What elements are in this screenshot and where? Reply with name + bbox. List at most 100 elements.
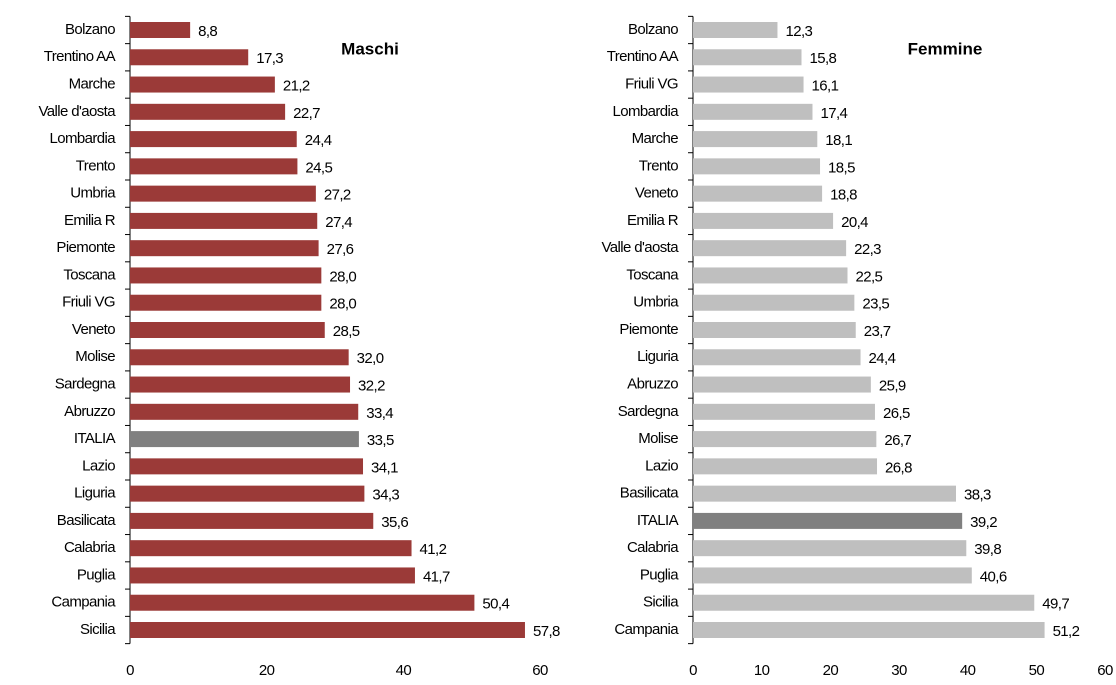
bar xyxy=(130,540,412,557)
bar xyxy=(693,267,848,284)
bar xyxy=(693,458,878,475)
bar xyxy=(130,485,365,502)
value-label: 22,5 xyxy=(856,268,883,285)
bar xyxy=(693,103,813,120)
value-label: 26,7 xyxy=(884,432,911,449)
value-label: 27,4 xyxy=(325,214,352,231)
y-tick-label: Lazio xyxy=(82,457,115,474)
value-label: 22,7 xyxy=(293,105,320,122)
value-label: 41,2 xyxy=(420,541,447,558)
bar xyxy=(130,294,322,311)
y-tick-label: Abruzzo xyxy=(64,403,115,420)
y-tick-label: Trentino AA xyxy=(607,48,679,65)
bar xyxy=(130,49,249,66)
bar xyxy=(693,131,818,148)
y-tick-label: Piemonte xyxy=(56,239,115,256)
y-tick-label: Veneto xyxy=(72,321,115,338)
value-label: 16,1 xyxy=(812,78,839,95)
x-tick-label: 30 xyxy=(891,662,907,679)
value-label: 24,5 xyxy=(305,159,332,176)
value-label: 27,6 xyxy=(327,241,354,258)
bar xyxy=(693,485,956,502)
bar xyxy=(693,567,972,584)
bar xyxy=(693,622,1045,638)
y-tick-label: Campania xyxy=(614,621,679,638)
bar xyxy=(693,76,804,93)
x-tick-label: 60 xyxy=(532,662,548,679)
value-label: 24,4 xyxy=(869,350,896,367)
x-tick-label: 20 xyxy=(259,662,275,679)
value-label: 17,3 xyxy=(256,50,283,67)
bar xyxy=(130,349,349,366)
y-tick-label: Valle d'aosta xyxy=(38,103,116,120)
y-tick-label: Emilia R xyxy=(64,212,116,229)
value-label: 23,7 xyxy=(864,323,891,340)
bar xyxy=(130,131,297,148)
value-label: 35,6 xyxy=(381,514,408,531)
y-tick-label: Calabria xyxy=(64,539,116,556)
bar xyxy=(693,158,821,175)
y-tick-label: Lombardia xyxy=(50,130,117,147)
y-tick-label: Lazio xyxy=(645,457,678,474)
bar xyxy=(693,185,823,202)
bar xyxy=(130,76,275,93)
bar xyxy=(693,594,1035,611)
x-tick-label: 50 xyxy=(1029,662,1045,679)
bar xyxy=(693,403,875,420)
value-label: 26,5 xyxy=(883,405,910,422)
bar xyxy=(130,185,316,202)
value-label: 22,3 xyxy=(854,241,881,258)
value-label: 32,0 xyxy=(357,350,384,367)
y-tick-label: Molise xyxy=(638,430,678,447)
bar xyxy=(130,403,359,420)
y-tick-label: Trento xyxy=(76,157,115,174)
x-tick-label: 0 xyxy=(689,662,697,679)
value-label: 39,8 xyxy=(974,541,1001,558)
chart-title: Femmine xyxy=(908,39,983,58)
value-label: 57,8 xyxy=(533,623,560,640)
value-label: 8,8 xyxy=(198,23,217,40)
y-tick-label: Veneto xyxy=(635,185,678,202)
bar xyxy=(130,212,318,229)
bar xyxy=(693,322,856,338)
value-label: 34,1 xyxy=(371,459,398,476)
y-tick-label: ITALIA xyxy=(74,430,116,447)
bar xyxy=(693,376,871,393)
y-tick-label: Trento xyxy=(639,157,678,174)
y-tick-label: Puglia xyxy=(640,566,679,583)
y-tick-label: Calabria xyxy=(627,539,679,556)
bar xyxy=(130,158,298,175)
value-label: 17,4 xyxy=(820,105,847,122)
value-label: 12,3 xyxy=(785,23,812,40)
value-label: 49,7 xyxy=(1042,596,1069,613)
y-tick-label: Marche xyxy=(69,76,116,93)
y-tick-label: Liguria xyxy=(637,348,679,365)
bar xyxy=(693,212,834,229)
bar xyxy=(693,431,877,448)
value-label: 28,0 xyxy=(329,296,356,313)
bar xyxy=(130,322,325,338)
bar xyxy=(130,103,286,120)
bar xyxy=(130,240,319,257)
y-tick-label: Umbria xyxy=(633,294,679,311)
y-tick-label: Bolzano xyxy=(628,21,678,38)
y-tick-label: Puglia xyxy=(77,566,116,583)
bar xyxy=(693,294,855,311)
y-tick-label: Piemonte xyxy=(619,321,678,338)
y-tick-label: Sardegna xyxy=(618,403,680,420)
chart-title: Maschi xyxy=(341,39,399,58)
bar xyxy=(693,512,963,529)
y-tick-label: Bolzano xyxy=(65,21,115,38)
y-tick-label: Emilia R xyxy=(627,212,679,229)
value-label: 38,3 xyxy=(964,487,991,504)
bar xyxy=(130,267,322,284)
y-tick-label: Trentino AA xyxy=(44,48,116,65)
x-tick-label: 20 xyxy=(823,662,839,679)
value-label: 33,5 xyxy=(367,432,394,449)
value-label: 28,0 xyxy=(329,268,356,285)
x-tick-label: 0 xyxy=(126,662,134,679)
bar xyxy=(130,512,374,529)
bar xyxy=(693,49,802,66)
value-label: 32,2 xyxy=(358,378,385,395)
